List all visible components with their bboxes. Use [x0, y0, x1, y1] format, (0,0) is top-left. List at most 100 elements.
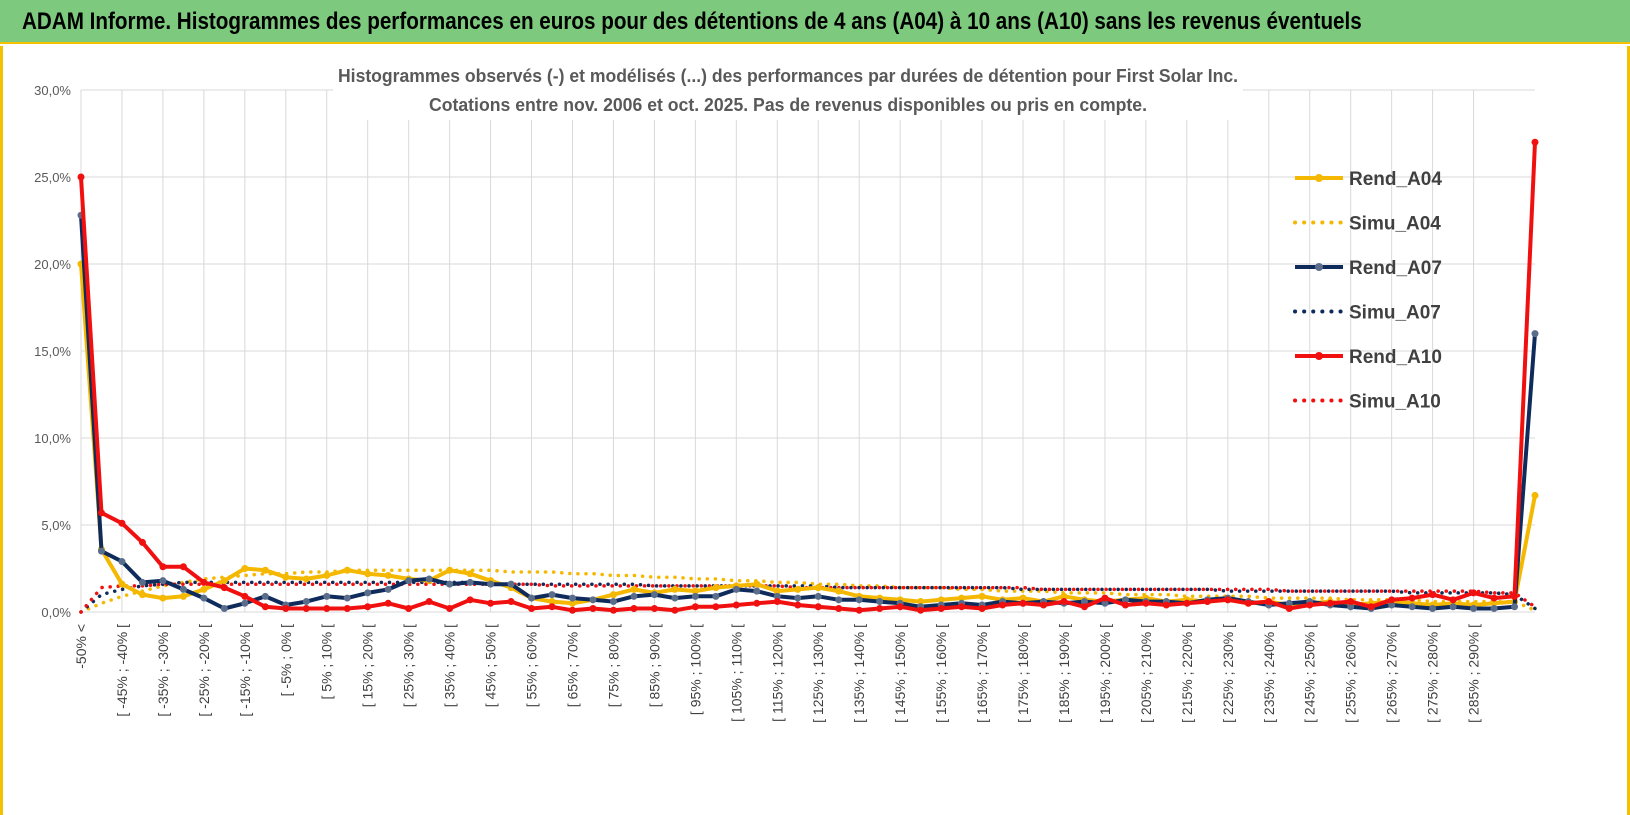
- x-tick-label: [ 175% ; 180% [: [1015, 624, 1031, 723]
- data-point-rend_a10: [97, 509, 105, 517]
- data-point-rend_a10: [1347, 598, 1355, 606]
- data-point-rend_a04: [220, 577, 228, 585]
- data-point-rend_a10: [999, 601, 1007, 609]
- data-point-rend_a10: [1162, 601, 1170, 609]
- data-point-rend_a04: [773, 587, 781, 595]
- series-line-simu_a07: [79, 580, 1537, 614]
- data-point-rend_a07: [384, 585, 392, 593]
- data-point-rend_a07: [568, 594, 576, 602]
- data-point-rend_a07: [835, 596, 843, 604]
- x-tick-label: [ 235% ; 240% [: [1261, 624, 1277, 723]
- data-point-rend_a07: [1285, 599, 1293, 607]
- data-point-rend_a07: [138, 578, 146, 586]
- data-point-rend_a07: [671, 594, 679, 602]
- data-point-rend_a10: [814, 603, 822, 611]
- data-point-rend_a10: [1080, 603, 1088, 611]
- x-tick-label: [ 195% ; 200% [: [1097, 624, 1113, 723]
- data-point-rend_a04: [159, 594, 167, 602]
- data-point-rend_a10: [1142, 599, 1150, 607]
- data-point-rend_a10: [487, 599, 495, 607]
- legend: Rend_A04 Simu_A04 Rend_A07 Simu_A07 Rend_A10…: [1293, 169, 1442, 413]
- data-point-rend_a10: [200, 578, 208, 586]
- data-point-rend_a04: [937, 596, 945, 604]
- data-point-rend_a10: [1429, 591, 1437, 599]
- data-point-rend_a10: [1306, 601, 1314, 609]
- data-point-rend_a10: [1388, 596, 1396, 604]
- series-line-rend_a10: [79, 142, 1537, 613]
- x-tick-label: [ 35% ; 40% [: [442, 624, 458, 707]
- data-point-rend_a04: [958, 594, 966, 602]
- data-point-rend_a10: [364, 603, 372, 611]
- data-point-rend_a10: [671, 606, 679, 614]
- data-point-rend_a10: [1531, 138, 1539, 146]
- x-tick-label: [ 225% ; 230% [: [1220, 624, 1236, 723]
- x-tick-label: [ 125% ; 130% [: [810, 624, 826, 723]
- data-point-rend_a10: [548, 603, 556, 611]
- chart-title-line: Cotations entre nov. 2006 et oct. 2025. …: [429, 95, 1147, 115]
- data-point-rend_a07: [753, 587, 761, 595]
- y-axis: 0,0% 5,0% 10,0% 15,0% 20,0% 25,0% 30,0%: [34, 83, 71, 620]
- x-tick-label: [ 15% ; 20% [: [360, 624, 376, 707]
- x-tick-label: [ 245% ; 250% [: [1302, 624, 1318, 723]
- data-point-rend_a10: [589, 605, 597, 613]
- data-point-rend_a07: [179, 585, 187, 593]
- x-tick-label: [ 75% ; 80% [: [605, 624, 621, 707]
- data-point-rend_a07: [855, 596, 863, 604]
- line-chart: Histogrammes observés (-) et modélisés (…: [34, 58, 1539, 723]
- x-tick-label: [ -25% ; -20% [: [196, 624, 212, 717]
- data-point-rend_a04: [712, 584, 720, 592]
- data-point-rend_a04: [261, 566, 269, 574]
- data-point-rend_a07: [732, 585, 740, 593]
- data-point-rend_a07: [814, 592, 822, 600]
- data-point-rend_a04: [282, 573, 290, 581]
- chart-title-line: Histogrammes observés (-) et modélisés (…: [338, 66, 1238, 86]
- data-point-rend_a10: [77, 173, 85, 181]
- x-tick-label: [ 95% ; 100% [: [687, 624, 703, 715]
- data-point-rend_a07: [609, 598, 617, 606]
- data-point-rend_a07: [343, 594, 351, 602]
- data-point-rend_a04: [179, 592, 187, 600]
- data-point-rend_a10: [1285, 605, 1293, 613]
- data-point-rend_a10: [794, 601, 802, 609]
- data-point-rend_a07: [1429, 605, 1437, 613]
- data-point-rend_a04: [343, 566, 351, 574]
- grid-lines: [80, 89, 1535, 613]
- legend-label: Rend_A04: [1349, 169, 1442, 190]
- legend-label: Simu_A10: [1349, 392, 1441, 413]
- data-point-rend_a10: [323, 605, 331, 613]
- data-point-rend_a10: [712, 603, 720, 611]
- x-tick-label: [ -35% ; -30% [: [155, 624, 171, 717]
- y-tick-label: 30,0%: [34, 83, 71, 98]
- data-point-rend_a10: [1183, 599, 1191, 607]
- data-point-rend_a10: [958, 603, 966, 611]
- data-point-rend_a10: [753, 599, 761, 607]
- data-point-rend_a10: [282, 605, 290, 613]
- data-point-rend_a04: [118, 580, 126, 588]
- data-point-rend_a07: [364, 589, 372, 597]
- data-point-rend_a07: [97, 547, 105, 555]
- data-point-rend_a10: [507, 598, 515, 606]
- x-tick-label: [ 275% ; 280% [: [1425, 624, 1441, 723]
- y-tick-label: 15,0%: [34, 344, 71, 359]
- data-point-rend_a07: [487, 580, 495, 588]
- legend-label: Simu_A04: [1349, 214, 1441, 235]
- data-point-rend_a10: [1367, 603, 1375, 611]
- x-tick-label: [ 145% ; 150% [: [892, 624, 908, 723]
- x-tick-label: [ 215% ; 220% [: [1179, 624, 1195, 723]
- data-point-rend_a04: [138, 591, 146, 599]
- x-tick-label: [ 55% ; 60% [: [524, 624, 540, 707]
- data-point-rend_a07: [1101, 599, 1109, 607]
- data-point-rend_a04: [200, 585, 208, 593]
- data-point-rend_a10: [1470, 589, 1478, 597]
- data-point-rend_a07: [220, 605, 228, 613]
- y-tick-label: 5,0%: [41, 518, 71, 533]
- data-point-rend_a10: [1244, 599, 1252, 607]
- data-point-rend_a07: [302, 598, 310, 606]
- data-point-rend_a04: [671, 585, 679, 593]
- chart-frame: Histogrammes observés (-) et modélisés (…: [0, 46, 1630, 815]
- data-point-rend_a10: [405, 605, 413, 613]
- data-point-rend_a10: [1490, 594, 1498, 602]
- data-point-rend_a10: [446, 605, 454, 613]
- data-point-rend_a10: [1511, 592, 1519, 600]
- data-point-rend_a10: [343, 605, 351, 613]
